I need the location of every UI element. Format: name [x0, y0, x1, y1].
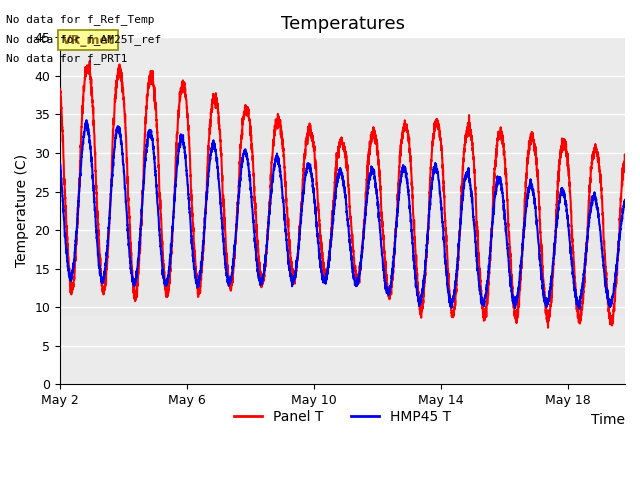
Text: VR_met: VR_met: [61, 34, 115, 47]
Text: No data for f_Ref_Temp: No data for f_Ref_Temp: [6, 14, 155, 25]
Legend: Panel T, HMP45 T: Panel T, HMP45 T: [228, 404, 457, 430]
Bar: [60, 76, 625, 315]
Title: Temperatures: Temperatures: [280, 15, 404, 33]
Text: No data for f_AM25T_ref: No data for f_AM25T_ref: [6, 34, 162, 45]
Text: No data for f_PRT1: No data for f_PRT1: [6, 53, 128, 64]
X-axis label: Time: Time: [591, 413, 625, 427]
Y-axis label: Temperature (C): Temperature (C): [15, 154, 29, 267]
